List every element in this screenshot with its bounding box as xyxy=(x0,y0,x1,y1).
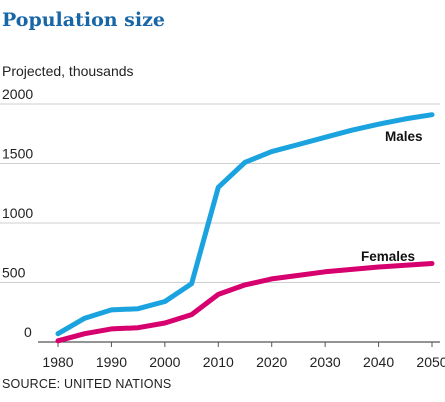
x-tick-label: 2020 xyxy=(256,354,287,370)
y-tick-label: 500 xyxy=(2,265,26,281)
source-note: SOURCE: UNITED NATIONS xyxy=(2,377,171,391)
x-tick-label: 1990 xyxy=(96,354,127,370)
series-labels: Males Females xyxy=(361,129,423,264)
x-tick-label: 2000 xyxy=(149,354,180,370)
y-tick-label: 1500 xyxy=(2,146,33,162)
y-axis-ticks: 0 500 1000 1500 2000 xyxy=(2,86,33,340)
y-tick-label: 2000 xyxy=(2,86,33,102)
x-tick-label: 2050 xyxy=(416,354,445,370)
series-lines xyxy=(55,112,435,344)
series-label-males: Males xyxy=(385,129,423,144)
y-tick-label: 1000 xyxy=(2,205,33,221)
x-tick-label: 2040 xyxy=(363,354,394,370)
chart-subtitle: Projected, thousands xyxy=(2,63,134,79)
y-tick-label: 0 xyxy=(24,324,32,340)
x-axis-ticks: 1980 1990 2000 2010 2020 2030 2040 2050 xyxy=(42,342,445,370)
series-label-females: Females xyxy=(361,249,415,264)
chart-title: Population size xyxy=(2,9,165,31)
gridlines xyxy=(0,103,440,343)
x-tick-label: 2010 xyxy=(203,354,234,370)
x-tick-label: 2030 xyxy=(310,354,341,370)
series-line-females xyxy=(55,261,435,344)
series-line-males xyxy=(55,112,435,337)
x-tick-label: 1980 xyxy=(42,354,73,370)
